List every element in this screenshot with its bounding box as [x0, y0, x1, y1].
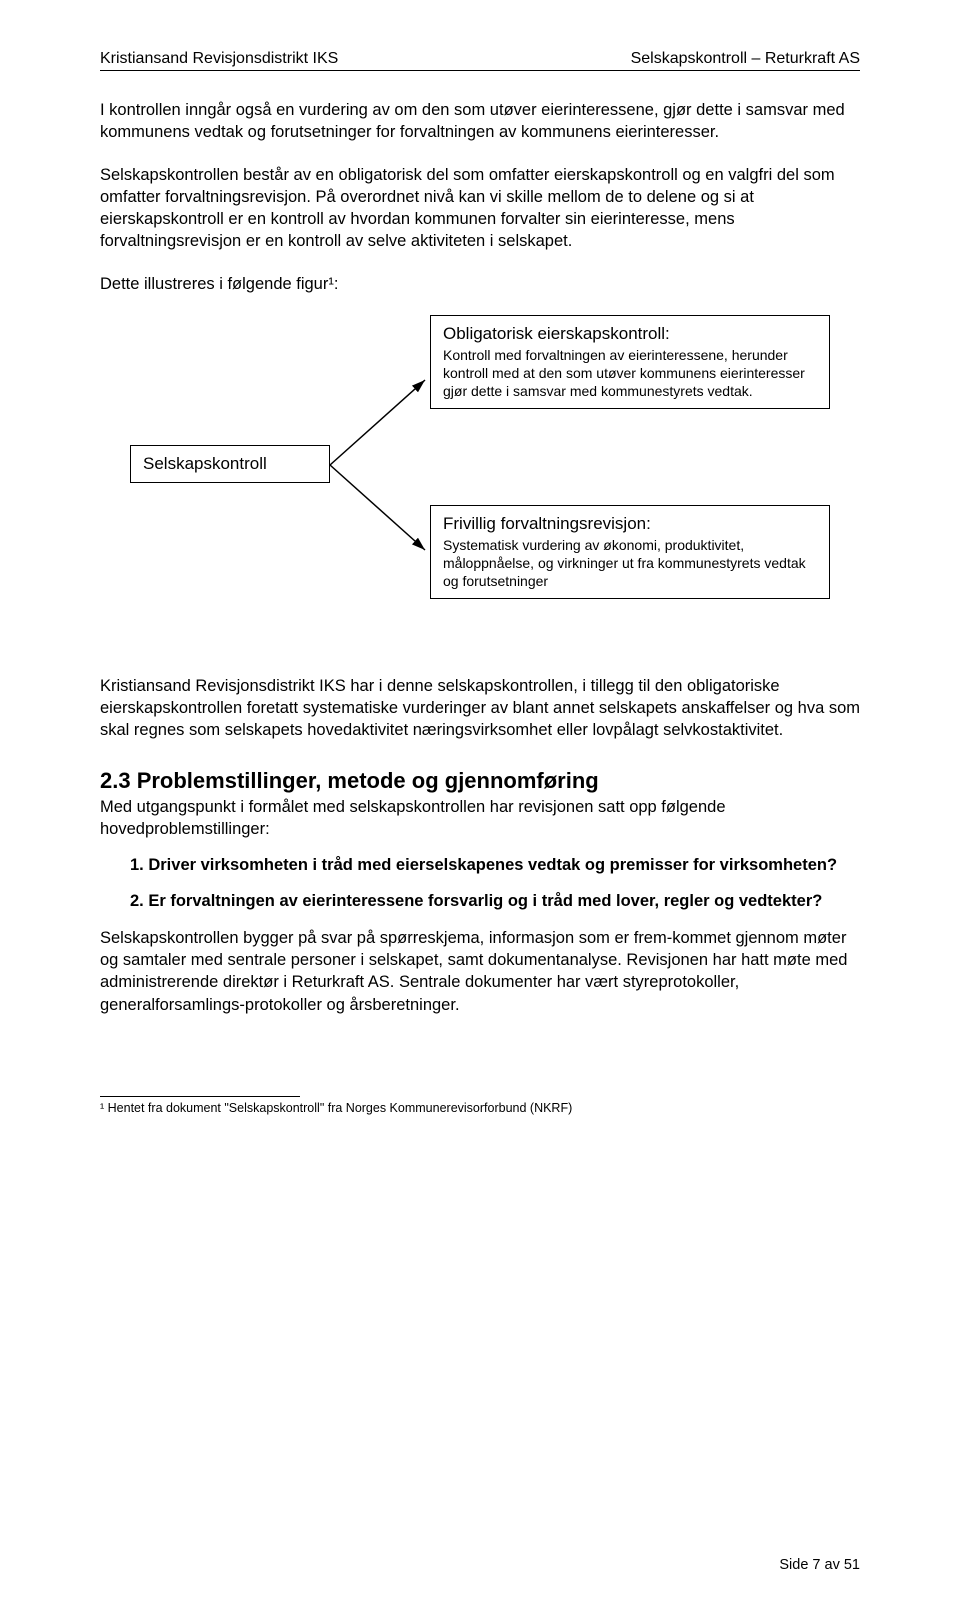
paragraph-3: Dette illustreres i følgende figur¹: — [100, 273, 860, 295]
page-header: Kristiansand Revisjonsdistrikt IKS Selsk… — [100, 50, 860, 71]
paragraph-2: Selskapskontrollen består av en obligato… — [100, 164, 860, 253]
flowchart-top-body: Kontroll med forvaltningen av eierintere… — [443, 346, 817, 401]
flowchart-bottom-box: Frivillig forvaltningsrevisjon: Systemat… — [430, 505, 830, 600]
header-right: Selskapskontroll – Returkraft AS — [631, 50, 860, 68]
header-left: Kristiansand Revisjonsdistrikt IKS — [100, 50, 338, 68]
flowchart-diagram: Selskapskontroll Obligatorisk eierskapsk… — [100, 315, 860, 645]
paragraph-6: Selskapskontrollen bygger på svar på spø… — [100, 927, 860, 1016]
flowchart-bottom-body: Systematisk vurdering av økonomi, produk… — [443, 536, 817, 591]
question-1: 1. Driver virksomheten i tråd med eierse… — [130, 854, 860, 876]
flowchart-arrows — [310, 355, 450, 575]
question-2: 2. Er forvaltningen av eierinteressene f… — [130, 890, 860, 912]
footnote-1: ¹ Hentet fra dokument "Selskapskontroll"… — [100, 1101, 860, 1115]
flowchart-bottom-title: Frivillig forvaltningsrevisjon: — [443, 514, 817, 534]
flowchart-left-box: Selskapskontroll — [130, 445, 330, 483]
flowchart-left-label: Selskapskontroll — [143, 454, 267, 473]
paragraph-1: I kontrollen inngår også en vurdering av… — [100, 99, 860, 144]
paragraph-4: Kristiansand Revisjonsdistrikt IKS har i… — [100, 675, 860, 742]
paragraph-5: Med utgangspunkt i formålet med selskaps… — [100, 796, 860, 841]
page-number: Side 7 av 51 — [779, 1557, 860, 1573]
section-heading-2-3: 2.3 Problemstillinger, metode og gjennom… — [100, 768, 860, 794]
flowchart-top-title: Obligatorisk eierskapskontroll: — [443, 324, 817, 344]
flowchart-top-box: Obligatorisk eierskapskontroll: Kontroll… — [430, 315, 830, 410]
footnote-rule — [100, 1096, 300, 1097]
